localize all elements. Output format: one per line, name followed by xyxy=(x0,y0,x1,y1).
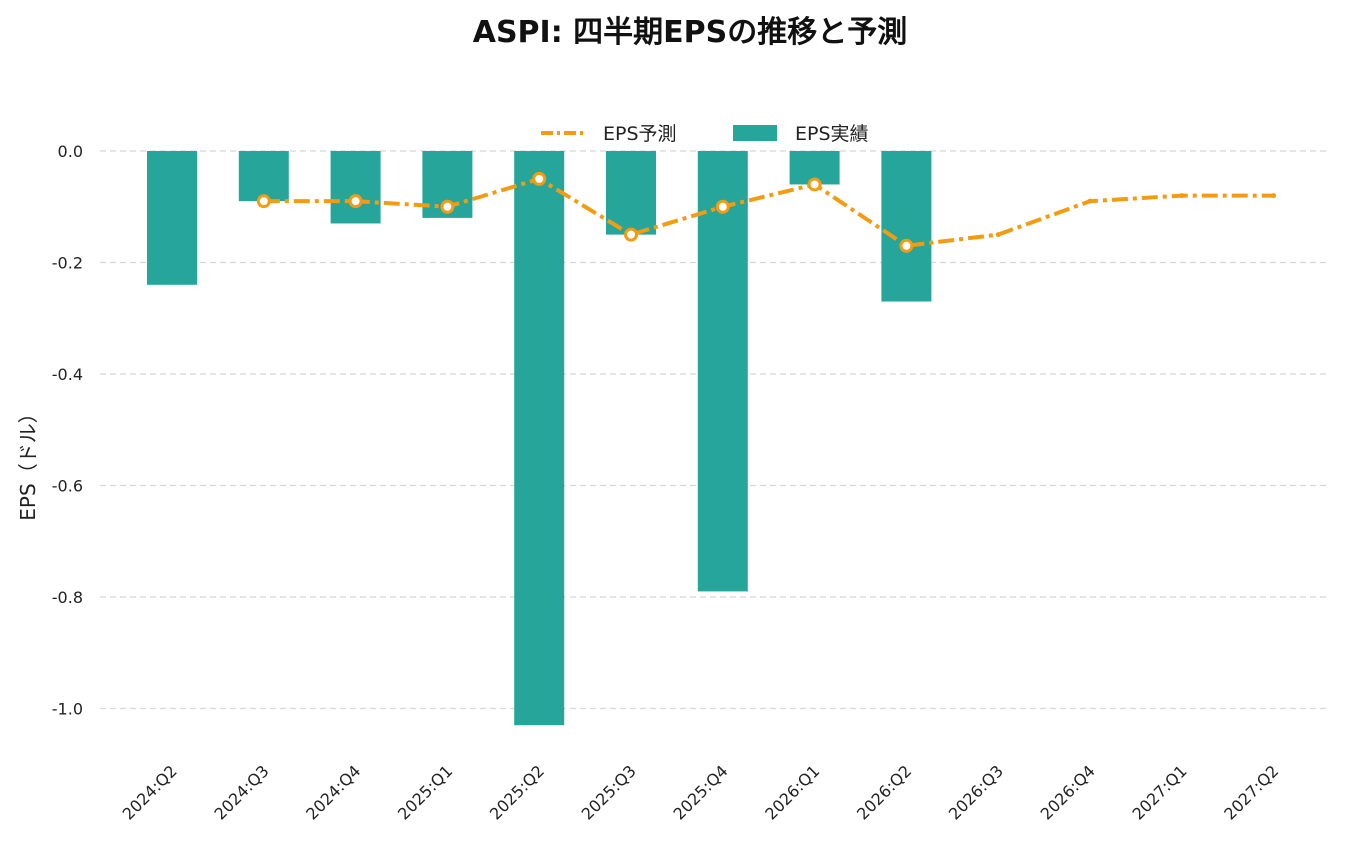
forecast-line-path xyxy=(263,176,1274,248)
forecast-point xyxy=(440,199,455,214)
forecast-point xyxy=(1271,193,1277,199)
x-tick-label: 2025:Q4 xyxy=(669,761,731,823)
chart-title: ASPI: 四半期EPSの推移と予測 xyxy=(473,15,908,50)
x-tick-label: 2026:Q4 xyxy=(1037,761,1099,823)
y-tick-label: -0.4 xyxy=(52,365,83,384)
forecast-point xyxy=(899,238,914,253)
forecast-point xyxy=(348,194,363,209)
x-tick-label: 2026:Q2 xyxy=(853,761,915,823)
y-tick-label: 0.0 xyxy=(58,142,83,161)
legend-actual-swatch xyxy=(733,125,777,141)
forecast-point xyxy=(995,232,1001,238)
legend: EPS予測 EPS実績 xyxy=(541,123,869,145)
x-tick-label: 2025:Q3 xyxy=(578,761,640,823)
x-tick-label: 2024:Q2 xyxy=(119,761,181,823)
forecast-point xyxy=(624,227,638,242)
y-tick-label: -0.8 xyxy=(52,588,83,607)
forecast-point xyxy=(1087,198,1093,204)
bar xyxy=(330,151,381,224)
x-tick-label: 2026:Q3 xyxy=(945,761,1007,823)
y-tick-label: -0.2 xyxy=(52,254,83,273)
bar xyxy=(606,151,656,235)
forecast-point xyxy=(1179,193,1185,199)
x-tick-label: 2026:Q1 xyxy=(761,761,823,823)
y-tick-label: -0.6 xyxy=(52,477,83,496)
y-axis-ticks: 0.0 -0.2 -0.4 -0.6 -0.8 -1.0 xyxy=(52,142,83,719)
bar xyxy=(881,151,932,302)
bar xyxy=(147,151,197,285)
bar xyxy=(514,151,565,726)
x-tick-label: 2027:Q2 xyxy=(1220,761,1282,823)
y-axis-label: EPS（ドル） xyxy=(16,403,40,520)
y-tick-label: -1.0 xyxy=(52,700,83,719)
forecast-point xyxy=(532,171,547,186)
legend-actual-label: EPS実績 xyxy=(795,123,869,145)
legend-forecast-label: EPS予測 xyxy=(603,123,677,145)
x-tick-label: 2025:Q2 xyxy=(486,761,548,823)
x-tick-label: 2024:Q4 xyxy=(302,761,364,823)
x-tick-label: 2025:Q1 xyxy=(394,761,456,823)
x-tick-label: 2024:Q3 xyxy=(210,761,272,823)
forecast-line xyxy=(256,171,1277,253)
forecast-point xyxy=(715,199,730,214)
bar xyxy=(697,151,748,592)
bar xyxy=(238,151,289,202)
forecast-point xyxy=(256,194,271,209)
x-axis-ticks: 2024:Q2 2024:Q3 2024:Q4 2025:Q1 2025:Q2 2025:… xyxy=(119,761,1283,823)
forecast-point xyxy=(807,177,822,192)
actual-bars xyxy=(147,151,932,726)
x-tick-label: 2027:Q1 xyxy=(1128,761,1190,823)
